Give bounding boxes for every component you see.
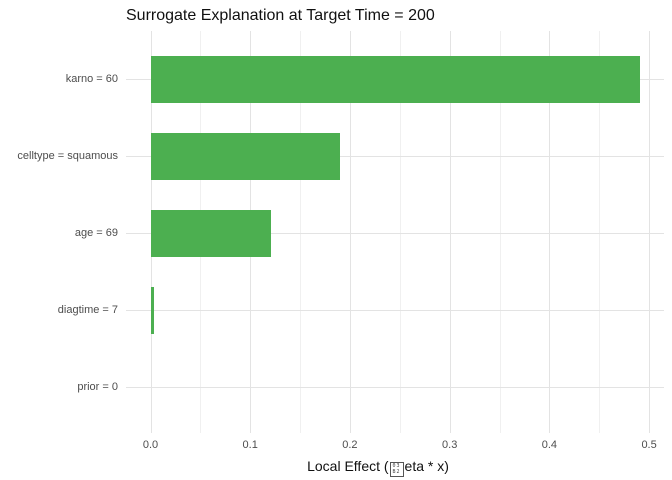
- x-axis-tick-label: 0.2: [342, 439, 358, 451]
- grid-line-vertical-major: [549, 31, 551, 433]
- grid-line-vertical-major: [449, 31, 451, 433]
- grid-line-horizontal: [126, 387, 664, 388]
- grid-line-vertical-minor: [399, 31, 401, 433]
- x-axis-tick-label: 0.0: [142, 439, 159, 451]
- grid-line-horizontal: [126, 156, 664, 157]
- grid-line-vertical-major: [349, 31, 351, 433]
- y-axis-label: celltype = squamous: [17, 150, 118, 162]
- x-axis-tick-label: 0.4: [541, 439, 558, 451]
- x-axis-title-suffix: eta * x): [404, 458, 449, 474]
- y-axis-label: age = 69: [74, 227, 118, 239]
- chart-title: Surrogate Explanation at Target Time = 2…: [126, 7, 435, 24]
- missing-glyph-hex-top: 03: [392, 463, 401, 469]
- plot-panel: [126, 31, 664, 433]
- grid-line-vertical-minor: [300, 31, 302, 433]
- x-axis-tick-label: 0.1: [242, 439, 258, 451]
- missing-glyph-hex-bottom: B2: [392, 469, 401, 475]
- y-axis-label: diagtime = 7: [57, 304, 118, 316]
- bar: [150, 55, 641, 103]
- grid-line-horizontal: [126, 233, 664, 234]
- grid-line-horizontal: [126, 310, 664, 311]
- grid-line-vertical-minor: [499, 31, 501, 433]
- x-axis-title: Local Effect (03 B2 eta * x): [126, 457, 630, 477]
- x-axis-tick-label: 0.3: [442, 439, 458, 451]
- grid-line-vertical-minor: [599, 31, 601, 433]
- x-axis-title-prefix: Local Effect (: [307, 458, 389, 474]
- missing-glyph-beta-icon: 03 B2: [389, 462, 404, 477]
- x-axis-tick-label: 0.5: [641, 439, 657, 451]
- bar: [150, 132, 340, 180]
- bar: [150, 209, 272, 257]
- y-axis-label: prior = 0: [77, 381, 118, 393]
- grid-line-vertical-major: [649, 31, 651, 433]
- bar: [150, 286, 154, 334]
- y-axis-label: karno = 60: [65, 73, 118, 85]
